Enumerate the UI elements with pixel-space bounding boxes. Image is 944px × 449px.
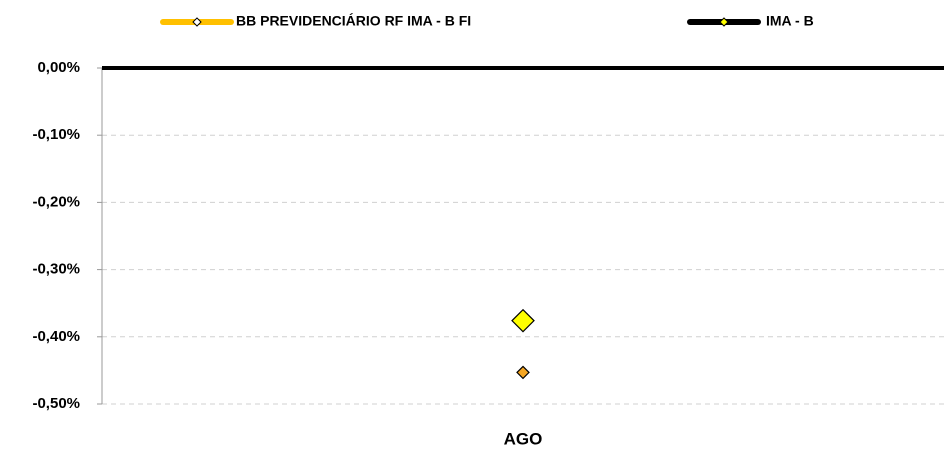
y-tick-label: -0,40% bbox=[32, 328, 80, 345]
data-point bbox=[516, 365, 530, 380]
y-tick-label: -0,50% bbox=[32, 395, 80, 412]
y-tick-label: 0,00% bbox=[37, 59, 80, 76]
legend-label: IMA - B bbox=[766, 13, 814, 29]
data-point bbox=[511, 308, 535, 333]
y-tick-label: -0,20% bbox=[32, 193, 80, 210]
y-tick-label: -0,30% bbox=[32, 261, 80, 278]
y-tick-label: -0,10% bbox=[32, 126, 80, 143]
legend-label: BB PREVIDENCIÁRIO RF IMA - B FI bbox=[236, 13, 471, 29]
x-tick-label: AGO bbox=[504, 429, 543, 448]
legend-marker bbox=[192, 17, 202, 27]
legend-marker bbox=[719, 17, 729, 27]
